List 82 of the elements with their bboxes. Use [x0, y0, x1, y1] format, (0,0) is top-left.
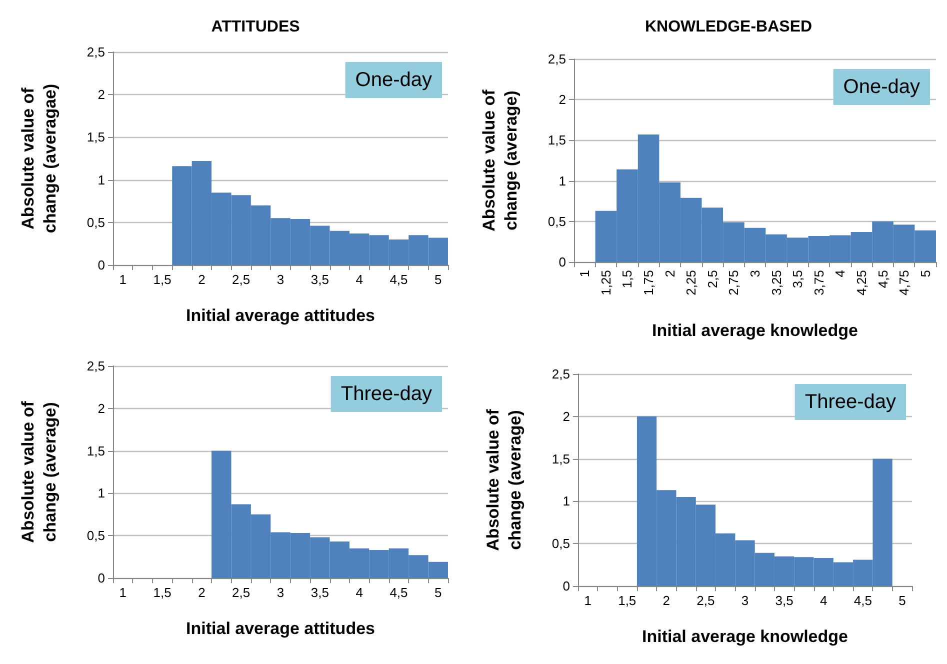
y-tick-label: 2: [562, 408, 570, 424]
y-axis-title: Absolute value of change (average): [18, 400, 60, 543]
y-tick-label: 2: [558, 92, 566, 108]
x-tick-label: 2: [198, 585, 206, 600]
x-tick-label: 1: [584, 593, 592, 608]
chart-title: ATTITUDES: [211, 18, 300, 36]
y-tick-label: 1,5: [86, 443, 105, 458]
x-tick-label: 1: [577, 270, 592, 278]
x-tick-label: 4: [356, 585, 363, 600]
x-tick-label: 3,5: [310, 585, 329, 600]
y-tick-label: 1,5: [548, 132, 566, 148]
y-tick-label: 0: [98, 258, 105, 272]
x-tick-label: 1,75: [641, 270, 656, 296]
y-tick-label: 2,5: [548, 52, 566, 66]
x-tick-label: 2,5: [696, 593, 715, 608]
x-tick-label: 4: [832, 270, 848, 278]
x-tick-label: 3: [741, 593, 749, 608]
x-tick-label: 2: [198, 272, 206, 287]
x-tick-label: 1,5: [618, 593, 636, 608]
x-tick-label: 4: [356, 272, 363, 287]
y-tick-label: 0,5: [86, 528, 105, 544]
x-tick-label: 2,5: [232, 585, 250, 600]
x-tick-label: 2,75: [726, 270, 742, 296]
y-tick-label: 0: [558, 254, 566, 270]
y-tick-label: 2,5: [86, 358, 105, 374]
y-axis-title: Absolute value of change (average): [484, 408, 524, 551]
x-tick-label: 2,25: [684, 270, 699, 296]
annotation: Three-day: [340, 383, 432, 405]
chart-title: KNOWLEDGE-BASED: [644, 18, 812, 36]
y-tick-label: 1: [98, 172, 105, 188]
x-tick-label: 2,5: [704, 270, 720, 288]
x-tick-label: 4,5: [390, 272, 408, 287]
x-tick-label: 1,5: [620, 270, 635, 288]
x-tick-label: 1: [119, 585, 126, 600]
x-tick-label: 2: [662, 270, 678, 278]
x-tick-label: 5: [434, 585, 442, 600]
y-axis-title: Absolute value of change (average): [480, 89, 520, 232]
x-tick-label: 5: [434, 272, 442, 287]
y-tick-label: 2,5: [552, 366, 570, 382]
x-tick-label: 3,5: [790, 270, 806, 288]
y-tick-label: 1,5: [552, 451, 570, 466]
y-tick-label: 0: [98, 570, 105, 586]
y-tick-label: 0,5: [552, 536, 570, 552]
y-tick-label: 0,5: [548, 214, 566, 229]
x-tick-label: 2,5: [232, 272, 250, 287]
y-tick-label: 0: [562, 578, 570, 594]
x-tick-label: 3,5: [310, 272, 329, 287]
x-tick-label: 1,5: [153, 585, 172, 600]
x-tick-label: 3: [276, 585, 284, 600]
x-tick-label: 2: [662, 593, 670, 608]
y-tick-label: 2,5: [86, 44, 105, 60]
y-tick-label: 1: [558, 173, 566, 188]
annotation: One-day: [843, 76, 920, 98]
x-axis-title: Initial average attitudes: [186, 619, 375, 638]
x-tick-label: 4,5: [875, 270, 890, 288]
x-axis-title: Initial average attitudes: [186, 306, 375, 325]
annotation: Three-day: [804, 391, 896, 413]
x-tick-label: 4,5: [390, 585, 408, 600]
x-tick-label: 4,75: [896, 270, 912, 296]
y-tick-label: 0,5: [86, 214, 105, 230]
x-tick-label: 3: [748, 270, 762, 278]
x-tick-label: 3: [276, 272, 284, 287]
x-tick-label: 3,5: [775, 593, 794, 608]
y-tick-label: 1: [98, 486, 105, 501]
x-tick-label: 1,5: [153, 272, 172, 287]
y-tick-label: 2: [98, 87, 105, 102]
x-tick-label: 4,25: [854, 270, 869, 296]
x-tick-label: 5: [898, 593, 906, 608]
x-tick-label: 3,75: [811, 270, 826, 296]
x-tick-label: 4: [820, 593, 828, 608]
y-tick-label: 2: [98, 400, 105, 416]
x-tick-label: 5: [918, 270, 933, 278]
x-axis-title: Initial average knowledge: [642, 627, 848, 646]
x-tick-label: 4,5: [854, 593, 872, 608]
annotation: One-day: [355, 69, 432, 91]
x-tick-label: 3,25: [768, 270, 784, 296]
y-tick-label: 1: [562, 494, 570, 509]
y-tick-label: 1,5: [86, 130, 105, 145]
x-axis-title: Initial average knowledge: [652, 321, 858, 340]
y-axis-title: Absolute value of change (averagae): [18, 84, 60, 234]
x-tick-label: 1,25: [598, 270, 614, 296]
x-tick-label: 1: [119, 272, 126, 287]
